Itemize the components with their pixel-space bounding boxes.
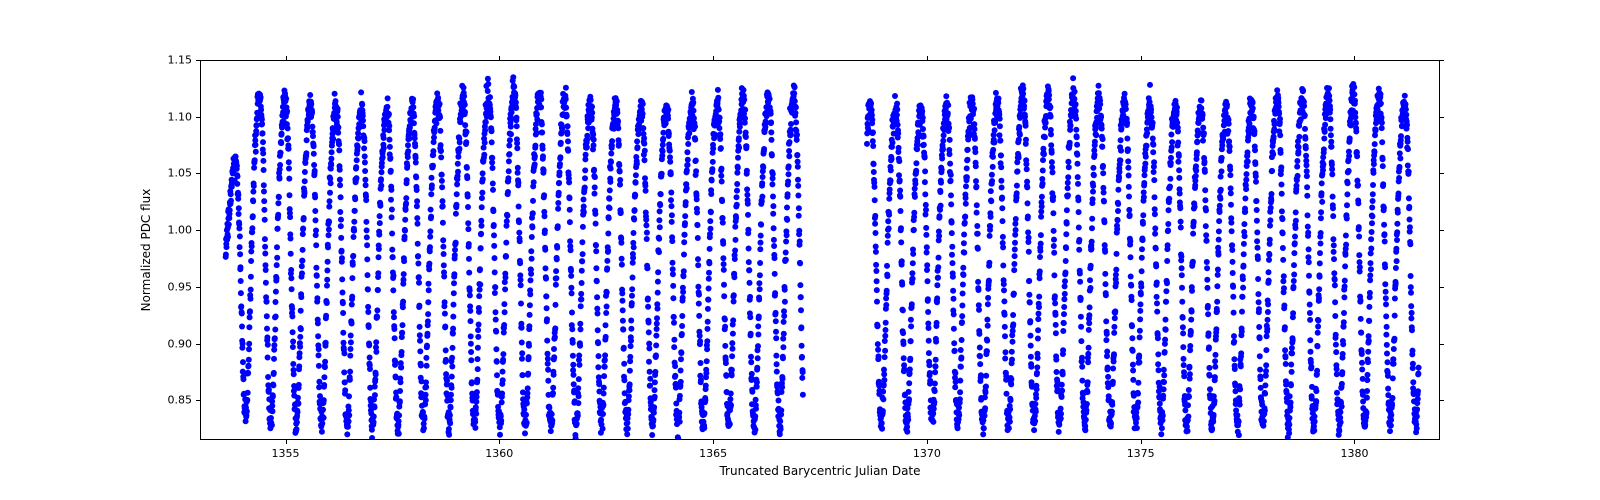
xtick-label: 1380	[1340, 447, 1368, 460]
ytick-mark	[196, 344, 200, 345]
x-axis-label: Truncated Barycentric Julian Date	[719, 464, 920, 478]
ytick-mark	[1440, 230, 1444, 231]
xtick-mark	[927, 56, 928, 60]
ytick-mark	[196, 60, 200, 61]
xtick-label: 1360	[485, 447, 513, 460]
xtick-mark	[1354, 56, 1355, 60]
xtick-mark	[499, 56, 500, 60]
ytick-mark	[196, 173, 200, 174]
xtick-label: 1375	[1127, 447, 1155, 460]
ytick-mark	[196, 117, 200, 118]
ytick-label: 0.85	[168, 394, 193, 407]
ytick-mark	[1440, 400, 1444, 401]
ytick-mark	[1440, 173, 1444, 174]
ytick-label: 0.90	[168, 337, 193, 350]
xtick-mark	[1354, 440, 1355, 444]
ytick-label: 1.15	[168, 54, 193, 67]
xtick-mark	[499, 440, 500, 444]
ytick-mark	[196, 287, 200, 288]
ytick-mark	[1440, 60, 1444, 61]
xtick-mark	[713, 440, 714, 444]
xtick-label: 1355	[272, 447, 300, 460]
xtick-mark	[927, 440, 928, 444]
ytick-mark	[1440, 344, 1444, 345]
ytick-mark	[1440, 117, 1444, 118]
ytick-mark	[196, 400, 200, 401]
xtick-label: 1370	[913, 447, 941, 460]
xtick-label: 1365	[699, 447, 727, 460]
axes-area	[200, 60, 1440, 440]
ytick-label: 1.10	[168, 110, 193, 123]
ytick-mark	[196, 230, 200, 231]
xtick-mark	[286, 56, 287, 60]
ytick-label: 0.95	[168, 280, 193, 293]
axes-border	[200, 60, 1440, 440]
y-axis-label: Normalized PDC flux	[139, 189, 153, 312]
ytick-mark	[1440, 287, 1444, 288]
xtick-mark	[1141, 56, 1142, 60]
xtick-mark	[286, 440, 287, 444]
xtick-mark	[1141, 440, 1142, 444]
light-curve-figure: 1355 1360 1365 1370 1375 1380 0.85 0.90 0.95 1.0…	[0, 0, 1600, 500]
ytick-label: 1.00	[168, 224, 193, 237]
ytick-label: 1.05	[168, 167, 193, 180]
xtick-mark	[713, 56, 714, 60]
